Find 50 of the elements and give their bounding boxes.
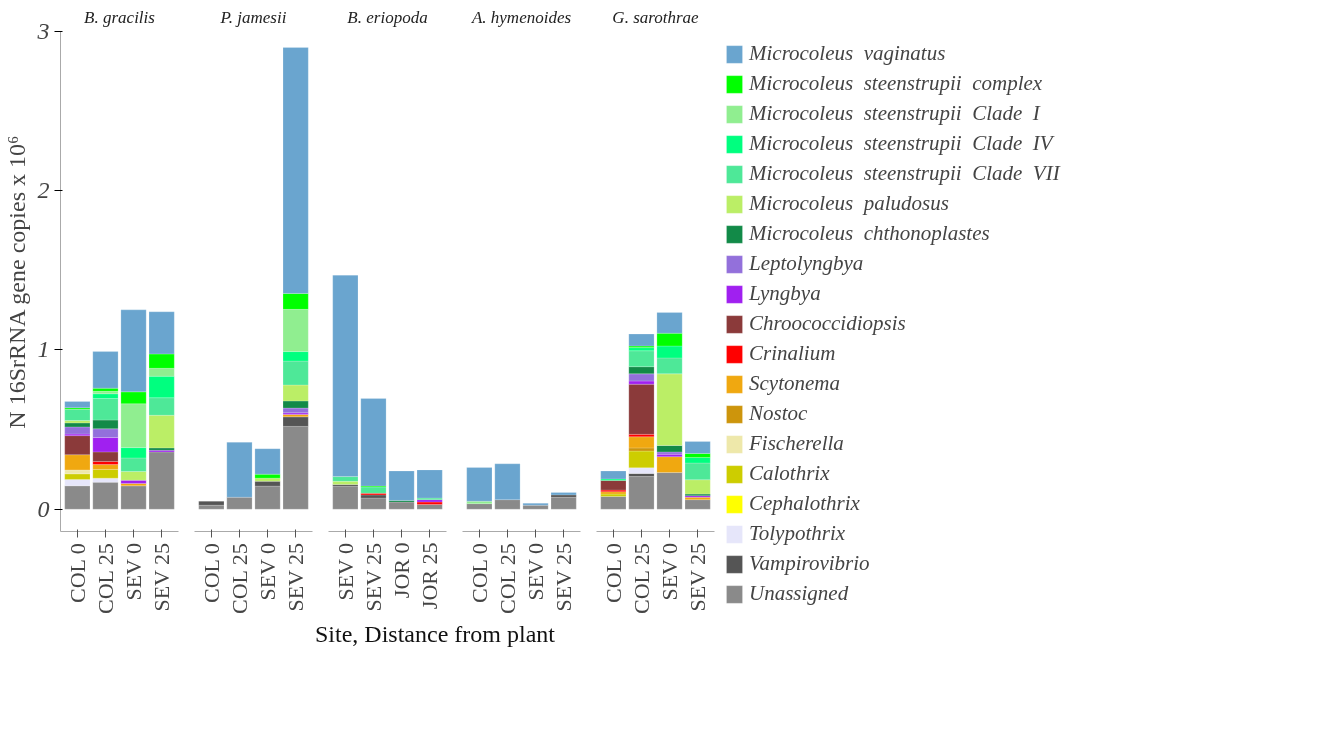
x-tick-label: JOR 0 xyxy=(389,542,415,599)
x-tick-label: SEV 0 xyxy=(121,542,147,601)
x-tick-label: SEV 25 xyxy=(685,542,711,612)
legend-label: Tolypothrix xyxy=(749,521,846,546)
y-axis-title: N 16SrRNA gene copies x 10⁶ xyxy=(3,135,30,429)
legend-label: Unassigned xyxy=(749,581,849,606)
x-tick-label: SEV 0 xyxy=(332,542,358,601)
legend-label: Nostoc xyxy=(749,401,808,426)
chart-title: B. eriopoda xyxy=(347,7,428,27)
chart-title: B. gracilis xyxy=(84,7,156,27)
x-tick-label: SEV 25 xyxy=(283,542,309,612)
x-tick-label: COL 25 xyxy=(92,543,118,614)
legend-label: Lyngbya xyxy=(749,281,821,306)
legend-label: Cephalothrix xyxy=(749,491,860,516)
x-tick-label: SEV 25 xyxy=(149,542,175,612)
x-tick-label: SEV 0 xyxy=(523,542,549,601)
chart-title: A. hymenoides xyxy=(470,7,572,27)
chart-title: G. sarothrae xyxy=(612,7,700,27)
x-tick-label: SEV 0 xyxy=(255,542,281,601)
legend-label: Microcoleus chthonoplastes xyxy=(749,221,990,246)
x-axis-title: Site, Distance from plant xyxy=(315,620,555,649)
y-tick-label: 2 xyxy=(37,177,50,204)
legend-label: Microcoleus steenstrupii Clade VII xyxy=(749,161,1060,186)
legend-label: Fischerella xyxy=(749,431,844,456)
legend-label: Crinalium xyxy=(749,341,836,366)
x-tick-label: JOR 25 xyxy=(417,542,443,610)
x-tick-label: COL 0 xyxy=(64,543,90,603)
legend-label: Microcoleus steenstrupii complex xyxy=(749,71,1043,96)
x-tick-label: SEV 25 xyxy=(551,542,577,612)
y-tick-label: 3 xyxy=(36,18,50,44)
x-tick-label: SEV 0 xyxy=(657,542,683,601)
legend-label: Chroococcidiopsis xyxy=(749,311,906,336)
y-tick-label: 0 xyxy=(37,495,50,522)
x-tick-label: COL 0 xyxy=(198,543,224,603)
legend-label: Leptolyngbya xyxy=(749,251,864,276)
x-tick-label: COL 25 xyxy=(494,543,520,614)
x-tick-label: COL 25 xyxy=(628,543,654,614)
legend-label: Microcoleus steenstrupii Clade I xyxy=(749,101,1040,126)
legend-label: Scytonema xyxy=(749,371,840,396)
legend-label: Microcoleus paludosus xyxy=(749,191,949,216)
x-tick-label: COL 0 xyxy=(466,543,492,603)
x-tick-label: COL 0 xyxy=(600,543,626,603)
chart-title: P. jamesii xyxy=(219,7,287,27)
legend-label: Vampirovibrio xyxy=(749,551,870,576)
x-tick-label: COL 25 xyxy=(226,543,252,614)
y-tick-label: 1 xyxy=(37,336,50,363)
x-tick-label: SEV 25 xyxy=(360,542,386,612)
legend-label: Calothrix xyxy=(749,461,830,486)
legend-label: Microcoleus steenstrupii Clade IV xyxy=(749,131,1053,156)
legend-label: Microcoleus vaginatus xyxy=(749,41,946,66)
